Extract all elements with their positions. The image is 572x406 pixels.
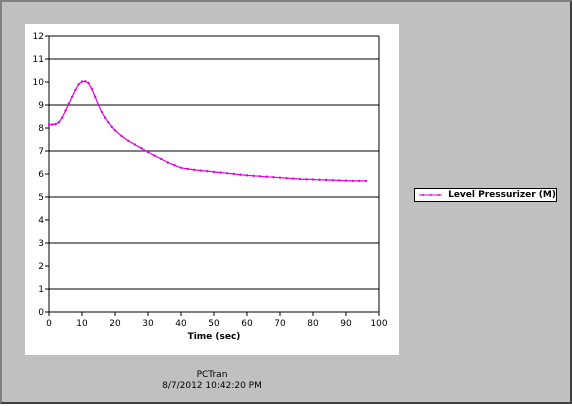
data-point (358, 179, 361, 183)
data-point (351, 179, 354, 183)
data-point (331, 179, 334, 182)
data-point (265, 175, 268, 178)
data-point (173, 164, 176, 167)
data-point (232, 172, 235, 176)
legend-label: Level Pressurizer (M) (448, 190, 556, 200)
series-line (49, 80, 366, 182)
data-point (239, 173, 242, 176)
data-point (226, 172, 229, 175)
grid-lines (49, 35, 380, 312)
x-tick-label: 100 (370, 319, 387, 329)
footer: PCTran 8/7/2012 10:42:20 PM (112, 370, 312, 392)
y-tick-label: 7 (38, 147, 44, 157)
y-tick-label: 11 (33, 55, 44, 65)
legend: Level Pressurizer (M) (414, 188, 557, 202)
x-tick-label: 40 (175, 319, 187, 329)
data-point (298, 177, 301, 181)
data-point (74, 88, 77, 92)
data-point (272, 176, 275, 179)
x-tick-label: 20 (109, 319, 121, 329)
data-point (84, 80, 87, 83)
data-point (51, 123, 54, 126)
x-tick-label: 0 (46, 319, 52, 329)
y-tick-label: 12 (33, 32, 44, 42)
legend-swatch-icon (419, 194, 443, 196)
y-tick-label: 10 (33, 78, 45, 88)
x-tick-label: 90 (340, 319, 352, 329)
data-point (90, 87, 94, 91)
data-point (61, 116, 64, 119)
x-tick-label: 50 (208, 319, 220, 329)
data-point (107, 121, 110, 124)
data-point (285, 176, 288, 180)
y-tick-label: 3 (38, 239, 44, 249)
data-point (103, 116, 107, 119)
y-tick-label: 8 (38, 124, 44, 134)
data-point (259, 175, 262, 178)
data-point (47, 123, 51, 126)
data-point (54, 122, 57, 126)
data-point (140, 147, 143, 150)
data-point (120, 134, 123, 138)
data-point (278, 176, 282, 179)
data-point (245, 174, 249, 177)
data-point (219, 171, 222, 174)
data-point (94, 95, 97, 99)
data-point (77, 83, 80, 86)
data-point (97, 103, 100, 107)
data-point (113, 129, 117, 132)
data-point (212, 170, 216, 174)
data-point (199, 169, 202, 172)
data-point (325, 178, 328, 182)
data-point (318, 178, 321, 181)
data-point (127, 139, 130, 142)
data-point (186, 167, 189, 171)
data-point (338, 179, 341, 182)
y-tick-label: 2 (38, 262, 44, 272)
footer-timestamp: 8/7/2012 10:42:20 PM (162, 381, 262, 391)
y-tick-label: 4 (38, 216, 44, 226)
data-point (67, 102, 71, 106)
data-point (305, 178, 308, 181)
data-point (166, 161, 169, 164)
data-point (146, 150, 150, 154)
data-point (193, 168, 196, 172)
data-point (206, 170, 209, 173)
data-point (160, 157, 163, 161)
x-tick-label: 60 (241, 319, 253, 329)
data-point (64, 109, 67, 112)
data-point (100, 110, 104, 114)
data-point (292, 177, 295, 180)
series-level-pressurizer (47, 80, 367, 183)
data-point (344, 179, 348, 182)
data-point (311, 178, 315, 181)
y-tick-label: 1 (38, 285, 44, 295)
y-tick-label: 6 (38, 170, 44, 180)
data-point (179, 166, 183, 169)
y-tick-label: 0 (38, 308, 44, 318)
data-point (70, 95, 74, 99)
x-tick-label: 30 (142, 319, 154, 329)
data-point (364, 179, 367, 183)
x-tick-label: 80 (307, 319, 319, 329)
y-tick-label: 5 (38, 193, 44, 203)
x-tick-label: 70 (274, 319, 286, 329)
data-point (80, 80, 84, 83)
footer-app-name: PCTran (196, 370, 228, 380)
data-point (87, 81, 90, 85)
data-point (57, 121, 61, 124)
x-axis-label: Time (sec) (188, 332, 241, 342)
data-point (110, 125, 113, 129)
y-tick-label: 9 (38, 101, 44, 111)
x-tick-label: 10 (76, 319, 88, 329)
data-point (133, 143, 136, 146)
plot-panel (25, 24, 399, 355)
data-point (153, 154, 156, 157)
x-tick-labels: 0 10 20 30 40 50 60 70 80 90 100 (46, 312, 388, 329)
axes (48, 36, 379, 313)
data-point (252, 174, 255, 178)
